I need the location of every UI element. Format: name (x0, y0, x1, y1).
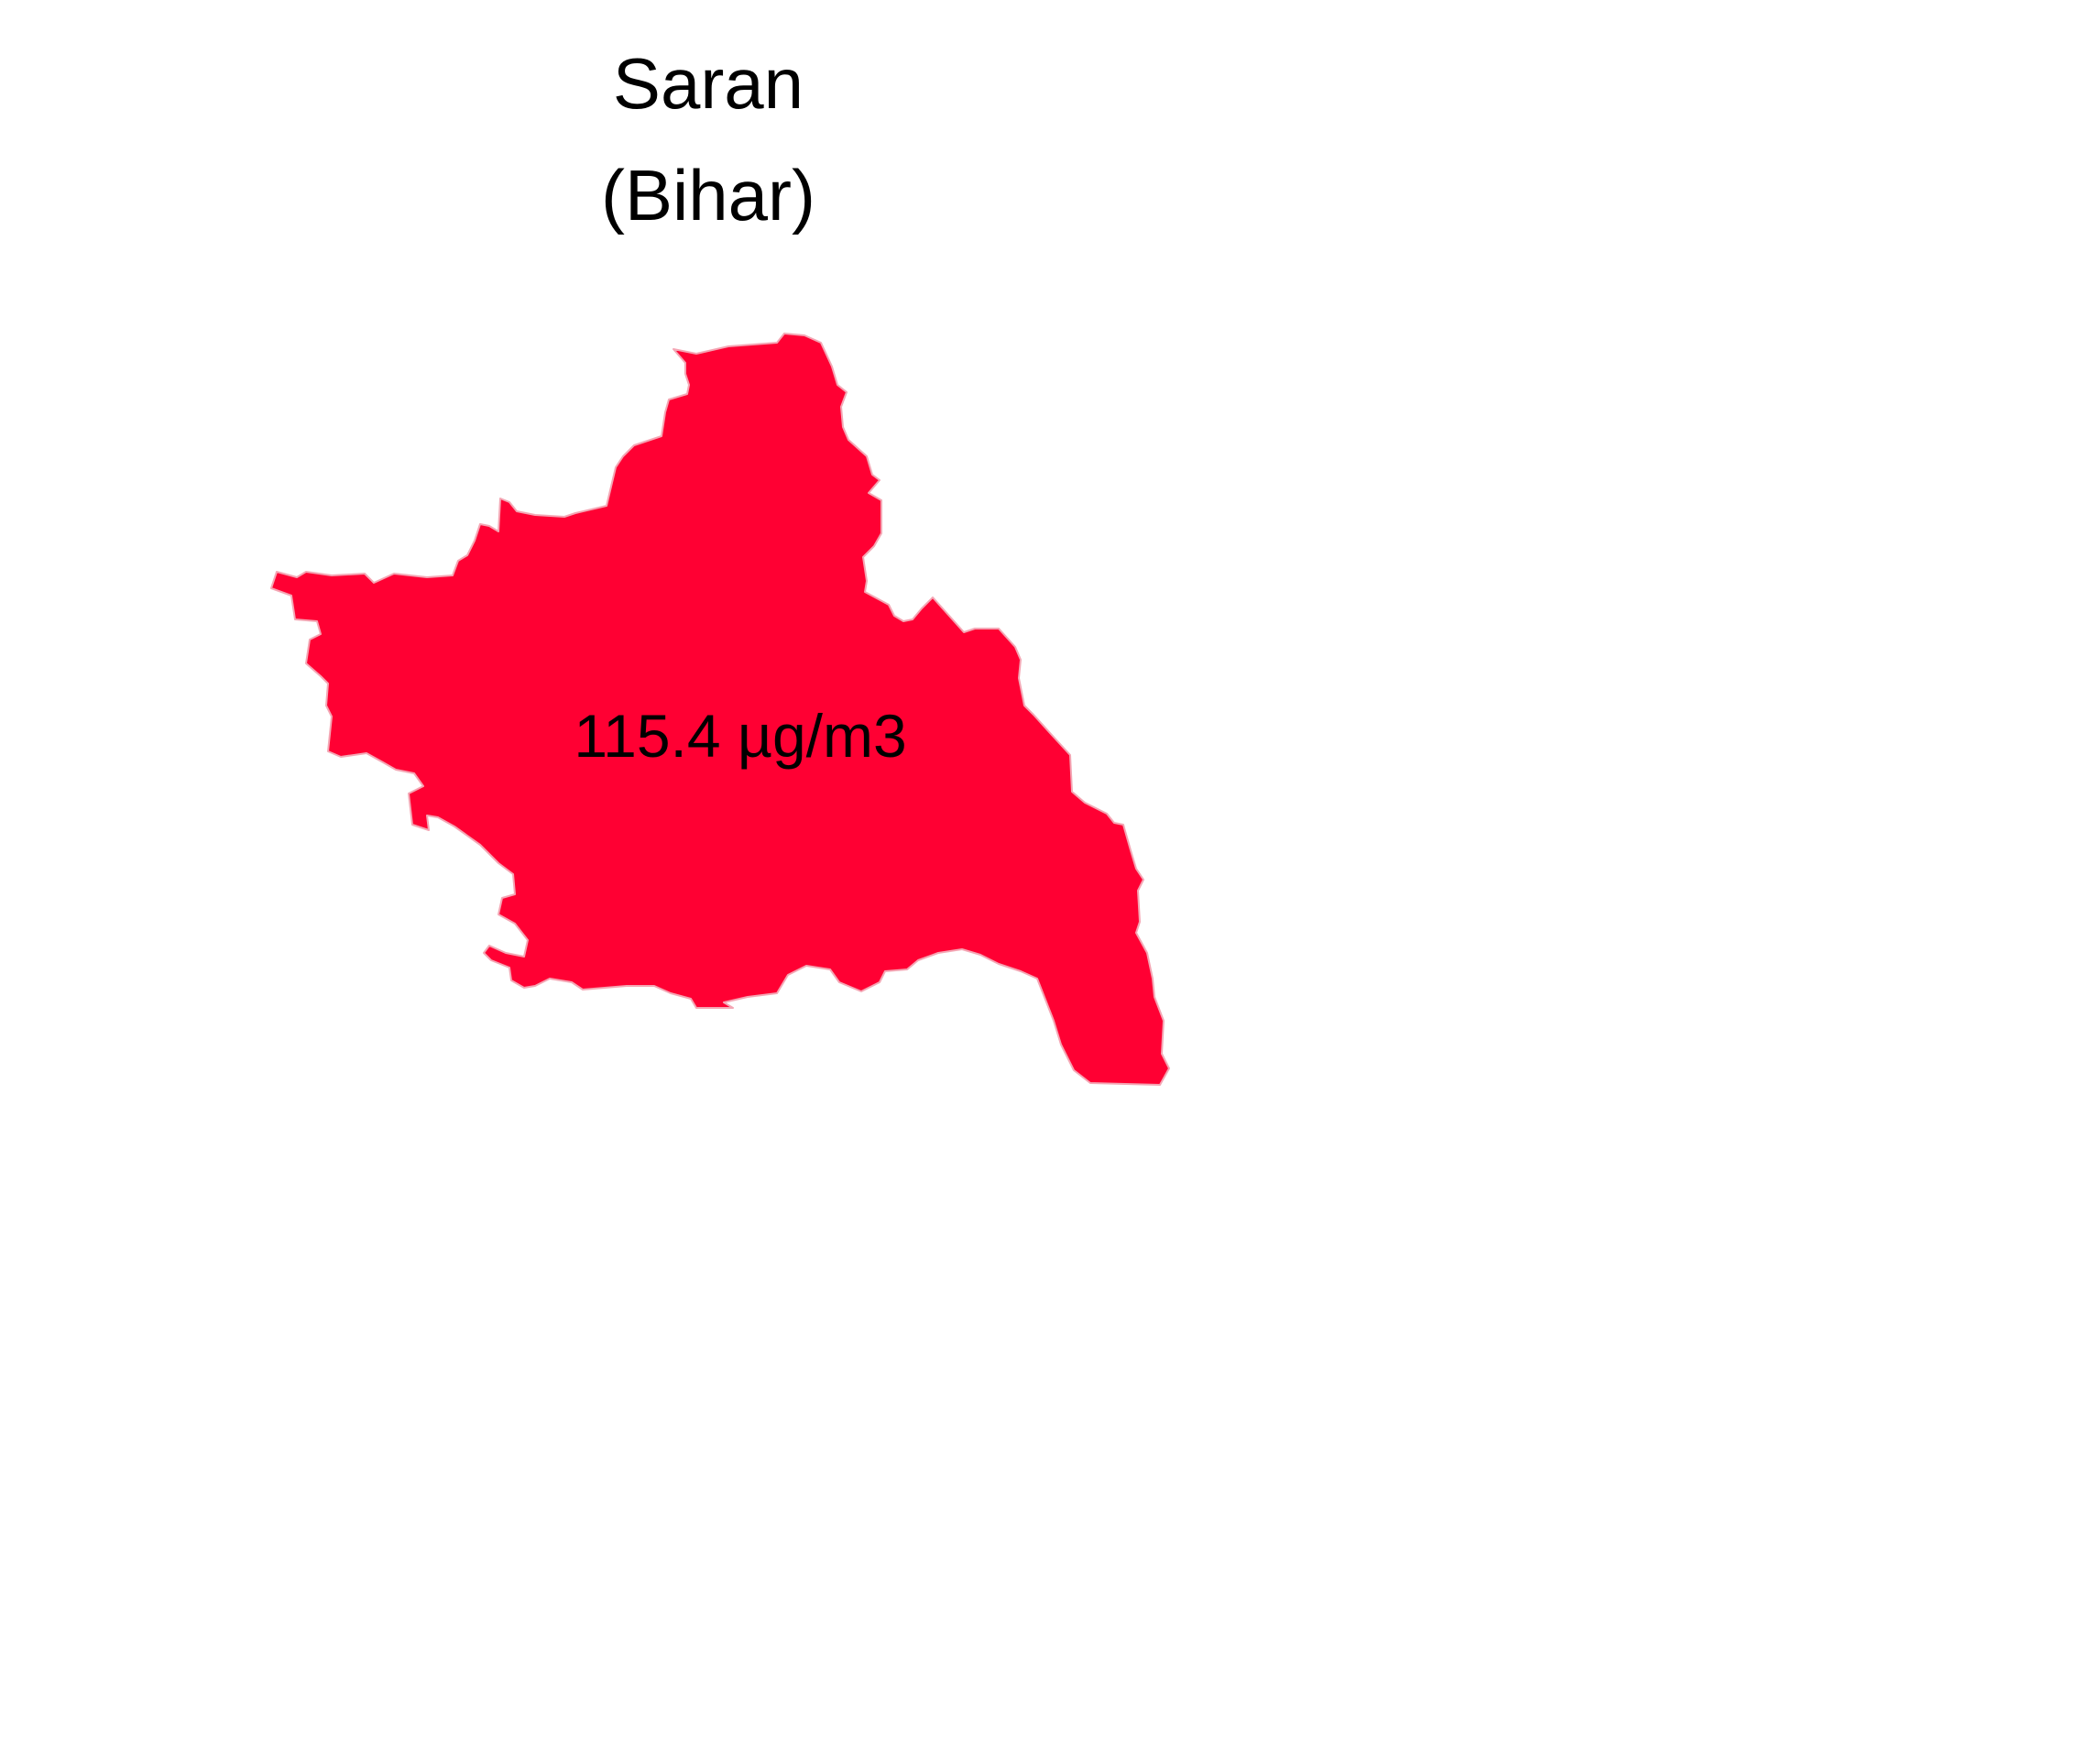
district-boundary-shape (270, 333, 1170, 1086)
map-title-district: Saran (612, 43, 804, 124)
map-subtitle-state: (Bihar) (600, 155, 816, 235)
district-map: 115.4 µg/m3 (270, 333, 1170, 1086)
pm25-value-label: 115.4 µg/m3 (574, 702, 906, 770)
